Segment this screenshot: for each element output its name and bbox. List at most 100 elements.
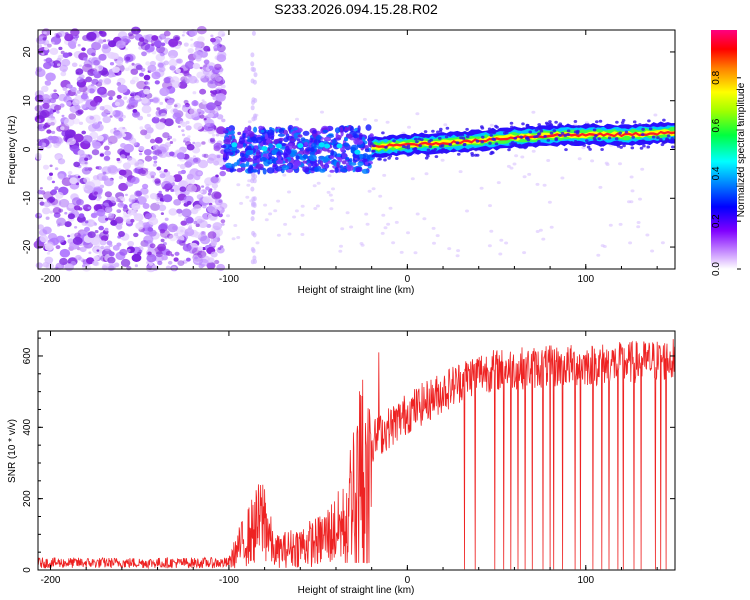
spectrogram-noise-cell xyxy=(56,217,67,226)
spectrogram-noise-cell xyxy=(499,238,504,242)
spectrogram-noise-cell xyxy=(488,204,492,208)
spectrogram-noise-cell xyxy=(134,160,144,169)
spectrogram-noise-cell xyxy=(147,227,154,232)
spectrogram-signal-cell xyxy=(353,134,358,139)
spectrogram-noise-cell xyxy=(250,186,255,192)
colorbar-tick-label: 0.2 xyxy=(711,214,722,228)
spectrogram-noise-cell xyxy=(215,89,222,95)
spectrogram-noise-cell xyxy=(44,80,52,86)
spectrogram-noise-cell xyxy=(431,226,436,230)
spectrogram-noise-cell xyxy=(197,159,209,169)
spectrogram-noise-cell xyxy=(61,58,71,67)
spectrogram-noise-cell xyxy=(164,118,174,127)
spectrogram-noise-cell xyxy=(59,64,68,72)
spectrogram-noise-cell xyxy=(522,251,527,255)
spectrogram-noise-cell xyxy=(116,94,122,100)
spectrogram-noise-cell xyxy=(215,133,220,137)
spectrogram-noise-cell xyxy=(172,174,183,183)
spectrogram-noise-cell xyxy=(73,161,81,168)
spectrogram-noise-cell xyxy=(131,209,137,214)
spectrogram-noise-cell xyxy=(143,194,149,199)
snr-axes: -200 -100 0 100 0 200 400 600 xyxy=(22,331,675,586)
spectrogram-noise-cell xyxy=(116,157,121,162)
spectrogram-noise-cell xyxy=(201,141,206,145)
spectrogram-noise-cell xyxy=(42,261,50,268)
spectrogram-noise-cell xyxy=(203,59,210,65)
spectrogram-noise-cell xyxy=(77,175,81,179)
spectrogram-noise-cell xyxy=(203,153,209,159)
spectrogram-tone-fringe xyxy=(476,147,481,151)
spectrogram-tone-fringe xyxy=(399,134,403,138)
spectrogram-noise-cell xyxy=(141,97,149,104)
spectrogram-tone-fringe xyxy=(521,122,525,126)
spectrogram-noise-cell xyxy=(206,102,216,111)
spectrogram-noise-cell xyxy=(152,155,158,160)
spectrogram-noise-cell xyxy=(465,209,469,213)
spectrogram-signal-cell xyxy=(307,163,312,168)
spectrogram-noise-cell xyxy=(327,174,332,178)
spectrogram-tone-fringe xyxy=(513,142,518,146)
spectrogram-noise-cell xyxy=(154,178,161,184)
spectrogram-noise-cell xyxy=(151,116,160,124)
spectrogram-noise-cell xyxy=(98,30,103,35)
spectrogram-noise-cell xyxy=(134,95,141,101)
spectrogram-noise-cell xyxy=(90,178,101,188)
spectrogram-noise-cell xyxy=(213,187,217,191)
snr-x-tick-label: -200 xyxy=(40,575,60,586)
spectrogram-noise-cell xyxy=(598,185,603,189)
spectrogram-noise-cell xyxy=(207,192,212,196)
spectrogram-noise-cell xyxy=(401,131,406,135)
colorbar-tick-label: 0.0 xyxy=(711,262,722,276)
spectrogram-noise-cell xyxy=(406,231,410,235)
spectrogram-noise-cell xyxy=(210,123,215,127)
spectrogram-noise-cell xyxy=(124,47,128,51)
spectrogram-noise-cell xyxy=(75,110,83,116)
spectrogram-noise-cell xyxy=(86,31,97,41)
spectrogram-noise-cell xyxy=(164,236,168,240)
spectrogram-noise-cell xyxy=(102,104,113,114)
spectrogram-noise-cell xyxy=(181,133,186,137)
spectrogram-hotspot xyxy=(275,143,282,149)
spectrogram-noise-cell xyxy=(159,200,164,205)
spectrogram-tone-fringe xyxy=(647,119,651,123)
spectrogram-noise-cell xyxy=(54,104,62,111)
spectrogram-noise-cell xyxy=(213,142,223,150)
spectrogram-noise-cell xyxy=(365,222,370,226)
spectrogram-noise-cell xyxy=(131,26,141,35)
spectrogram-noise-cell xyxy=(67,234,71,238)
spectrogram-noise-cell xyxy=(36,110,47,120)
spectrogram-tone-fringe xyxy=(632,120,637,124)
spectrogram-noise-cell xyxy=(60,71,67,77)
spectrogram-tone-fringe xyxy=(582,143,586,147)
spectrogram-signal-cell xyxy=(258,125,264,130)
snr-x-tick-label: -100 xyxy=(219,575,239,586)
spectrogram-noise-cell xyxy=(87,206,91,210)
spectrogram-noise-cell xyxy=(34,105,43,112)
spectrogram-noise-cell xyxy=(131,76,139,83)
spectrogram-signal-cell xyxy=(266,167,275,174)
spectrogram-noise-cell xyxy=(456,249,461,253)
spectrogram-noise-cell xyxy=(207,112,214,118)
spectrogram-noise-cell xyxy=(538,228,543,232)
spectrogram-noise-cell xyxy=(186,257,191,262)
spectrogram-noise-cell xyxy=(362,117,367,121)
spectrogram-noise-cell xyxy=(142,203,150,209)
spectrogram-tone-fringe xyxy=(630,146,635,150)
spectrogram-noise-cell xyxy=(197,250,207,259)
spectrogram-noise-cell xyxy=(151,50,157,55)
spectrogram-noise-cell xyxy=(210,34,214,38)
spectrogram-noise-cell xyxy=(71,197,82,206)
spectrogram-noise-cell xyxy=(192,155,196,158)
spectrogram-noise-cell xyxy=(172,112,182,120)
spectrogram-noise-cell xyxy=(231,237,236,241)
spectrogram-tone-fringe xyxy=(370,142,374,146)
spectrogram-signal-cell xyxy=(260,129,265,133)
spectrogram-noise-cell xyxy=(155,121,165,130)
spectrogram-noise-cell xyxy=(140,187,149,195)
spectrogram-noise-cell xyxy=(391,241,396,245)
spectrogram-noise-cell xyxy=(66,83,72,89)
spectrogram-signal-cell xyxy=(293,127,298,131)
spectrogram-noise-cell xyxy=(167,223,178,233)
spectrogram-tone-fringe xyxy=(546,138,551,142)
spectrogram-x-tick-label: -100 xyxy=(219,274,239,285)
